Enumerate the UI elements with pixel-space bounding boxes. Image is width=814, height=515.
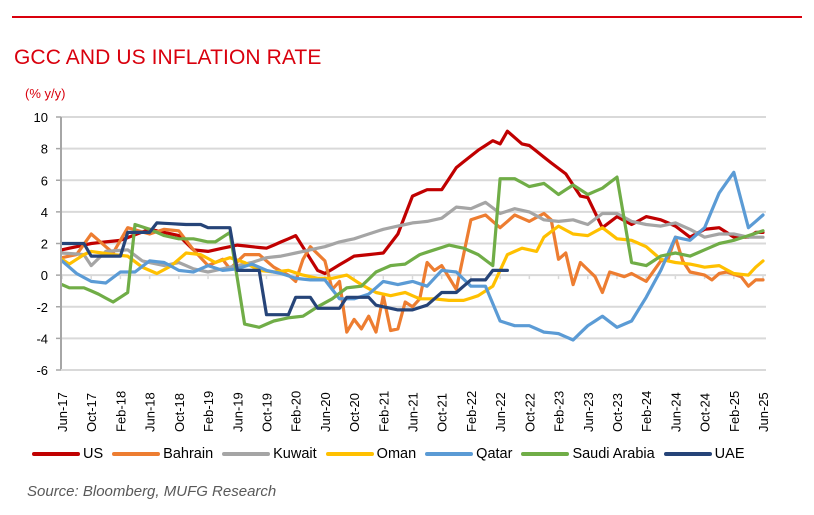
x-tick-label: Oct-21 — [435, 393, 450, 432]
x-tick-label: Jun-17 — [55, 392, 70, 432]
legend-item-uae: UAE — [663, 446, 745, 462]
series-line-oman — [60, 224, 765, 302]
legend-swatch — [32, 452, 80, 456]
series-lines — [60, 129, 765, 342]
legend-item-us: US — [32, 446, 103, 462]
y-tick-label: 10 — [34, 110, 48, 125]
y-tick-label: 2 — [41, 237, 48, 252]
axes — [56, 116, 766, 371]
series-line-qatar — [60, 170, 765, 342]
x-tick-label: Oct-22 — [522, 393, 537, 432]
legend-item-bahrain: Bahrain — [112, 446, 213, 462]
x-tick-label: Feb-19 — [201, 391, 216, 432]
source-note: Source: Bloomberg, MUFG Research — [27, 483, 277, 500]
x-tick-label: Feb-22 — [464, 391, 479, 432]
x-tick-label: Feb-21 — [376, 391, 391, 432]
x-tick-label: Oct-20 — [347, 393, 362, 432]
y-tick-label: 8 — [41, 142, 48, 157]
legend-label: Kuwait — [273, 446, 317, 462]
legend-swatch — [112, 452, 161, 456]
legend-label: Saudi Arabia — [572, 446, 655, 462]
x-axis-ticks: Jun-17 Oct-17 Feb-18 Jun-18 Oct-18 Feb-19 Jun-… — [55, 391, 771, 432]
x-tick-label: Feb-20 — [289, 391, 304, 432]
legend-swatch — [663, 452, 712, 456]
x-tick-label: Oct-18 — [172, 393, 187, 432]
x-tick-label: Oct-23 — [610, 393, 625, 432]
legend-label: UAE — [714, 446, 745, 462]
legend-label: Qatar — [476, 446, 513, 462]
y-tick-label: 0 — [41, 268, 48, 283]
y-tick-label: -4 — [36, 331, 48, 346]
legend-swatch — [521, 452, 570, 456]
y-tick-label: 4 — [41, 205, 48, 220]
x-tick-label: Feb-18 — [113, 391, 128, 432]
x-tick-label: Feb-23 — [552, 391, 567, 432]
series-line-saudi-arabia — [60, 175, 765, 329]
legend-item-oman: Oman — [325, 446, 417, 462]
legend-item-qatar: Qatar — [425, 446, 512, 462]
x-tick-label: Oct-24 — [698, 393, 713, 432]
x-tick-label: Oct-17 — [84, 393, 99, 432]
legend-label: Bahrain — [163, 446, 214, 462]
y-axis-ticks: -6 -4 -2 0 2 4 6 8 10 — [34, 110, 48, 378]
x-tick-label: Jun-18 — [143, 392, 158, 432]
y-tick-label: -6 — [36, 363, 48, 378]
top-rule — [12, 16, 802, 18]
x-tick-label: Feb-25 — [727, 391, 742, 432]
series-line-kuwait — [60, 200, 765, 274]
series-line-us — [60, 129, 765, 276]
x-tick-label: Jun-21 — [406, 392, 421, 432]
unit-label: (% y/y) — [25, 86, 66, 101]
series-line-uae — [60, 221, 509, 317]
legend-item-kuwait: Kuwait — [222, 446, 317, 462]
y-tick-label: -2 — [36, 300, 48, 315]
x-tick-label: Jun-24 — [668, 392, 683, 432]
legend-label: US — [83, 446, 104, 462]
y-tick-label: 6 — [41, 173, 48, 188]
x-tick-label: Jun-23 — [581, 392, 596, 432]
x-tick-label: Jun-22 — [493, 392, 508, 432]
x-tick-label: Oct-19 — [259, 393, 274, 432]
legend-swatch — [425, 452, 474, 456]
x-tick-label: Feb-24 — [639, 391, 654, 432]
x-tick-label: Jun-20 — [318, 392, 333, 432]
legend-label: Oman — [376, 446, 417, 462]
legend-swatch — [325, 452, 374, 456]
x-tick-label: Jun-25 — [756, 392, 771, 432]
chart-title: GCC AND US INFLATION RATE — [14, 46, 322, 69]
legend-item-saudi-arabia: Saudi Arabia — [521, 446, 655, 462]
legend-swatch — [222, 452, 271, 456]
legend: US Bahrain Kuwait Oman Qatar Saudi Arabi… — [32, 444, 754, 464]
x-tick-label: Jun-19 — [230, 392, 245, 432]
series-line-bahrain — [60, 211, 765, 334]
